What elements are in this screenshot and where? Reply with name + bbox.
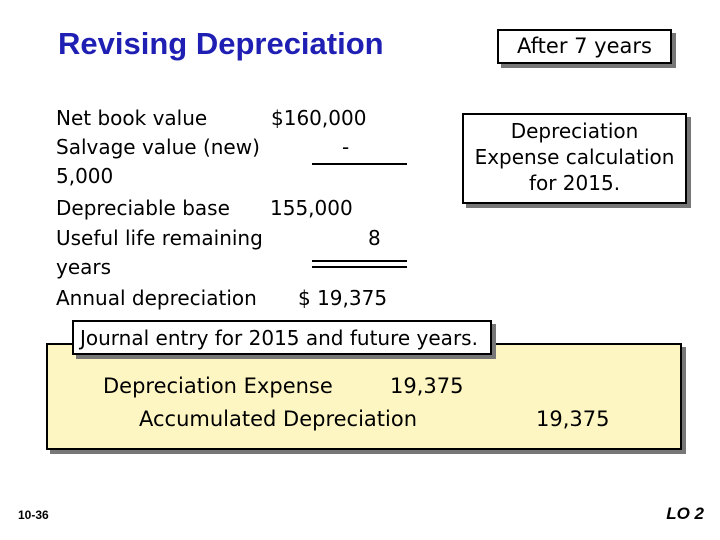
credit-amount: 19,375	[536, 407, 610, 431]
calculation-callout-line2: Expense calculation	[474, 145, 675, 169]
salvage-value-label: Salvage value (new)	[56, 135, 260, 159]
useful-life-double-underline-top	[312, 260, 407, 262]
salvage-underline	[312, 163, 407, 165]
debit-account: Depreciation Expense	[103, 374, 333, 398]
credit-account: Accumulated Depreciation	[139, 407, 418, 431]
annual-depreciation-label: Annual depreciation	[56, 286, 257, 310]
calculation-callout-line3: for 2015.	[528, 171, 621, 195]
slide-number: 10-36	[18, 508, 49, 522]
journal-entry-label: Journal entry for 2015 and future years.	[72, 320, 492, 355]
years-callout: After 7 years	[497, 29, 672, 64]
useful-life-unit: years	[56, 255, 112, 279]
depreciable-base-amount: 155,000	[270, 196, 353, 220]
annual-depreciation-amount: $ 19,375	[298, 286, 388, 310]
learning-objective: LO 2	[666, 504, 704, 523]
calculation-callout-line1: Depreciation	[510, 119, 639, 143]
useful-life-label: Useful life remaining	[56, 226, 263, 250]
calculation-callout: Depreciation Expense calculation for 201…	[462, 113, 687, 204]
net-book-value-amount: $160,000	[271, 106, 367, 130]
net-book-value-label: Net book value	[56, 106, 208, 130]
salvage-value-amount: 5,000	[56, 164, 114, 188]
debit-amount: 19,375	[390, 374, 464, 398]
depreciable-base-label: Depreciable base	[56, 196, 230, 220]
salvage-value-dash: -	[342, 135, 350, 159]
journal-entry-panel	[46, 343, 682, 450]
useful-life-value: 8	[368, 226, 381, 250]
useful-life-double-underline-bottom	[312, 266, 407, 268]
page-title: Revising Depreciation	[58, 26, 384, 61]
